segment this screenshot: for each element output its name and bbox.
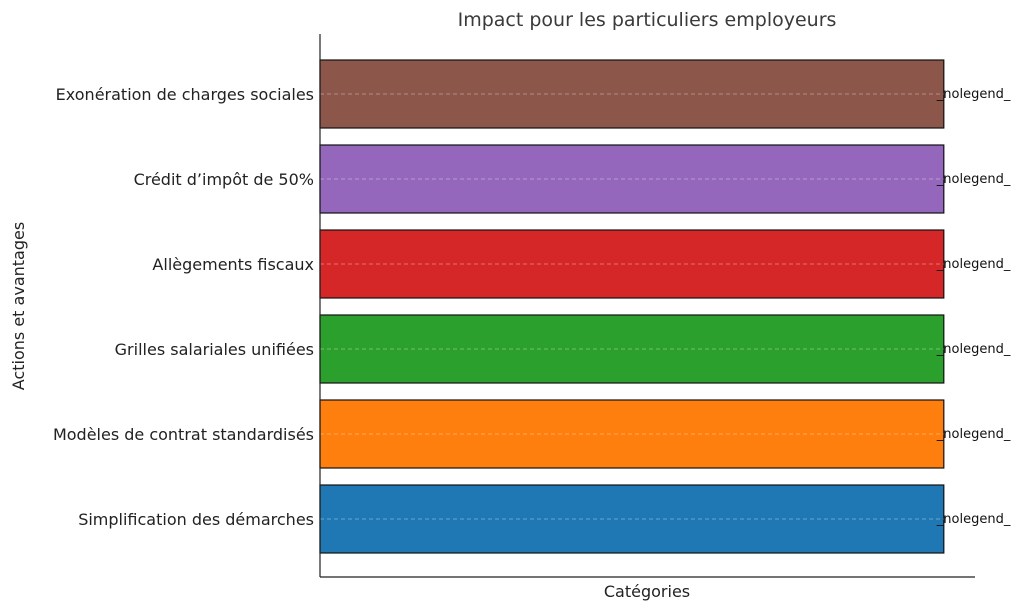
bar-data-label: _nolegend_ — [936, 512, 1011, 527]
x-axis-label: Catégories — [604, 582, 690, 601]
data-labels: _nolegend_ _nolegend_ _nolegend_ _nolegend_… — [936, 87, 1011, 527]
bar — [319, 144, 945, 214]
bar-data-label: _nolegend_ — [936, 257, 1011, 272]
bars-group — [319, 59, 945, 554]
y-axis-label: Actions et avantages — [9, 222, 28, 390]
chart-title: Impact pour les particuliers employeurs — [458, 9, 837, 31]
bar — [319, 229, 945, 299]
category-tick-label: Grilles salariales unifiées — [115, 340, 314, 359]
bar — [319, 59, 945, 129]
category-tick-label: Modèles de contrat standardisés — [53, 425, 314, 444]
bar — [319, 314, 945, 384]
category-tick-labels: Simplification des démarches Modèles de c… — [53, 85, 314, 529]
category-tick-label: Allègements fiscaux — [152, 255, 314, 274]
bar — [319, 399, 945, 469]
bar-data-label: _nolegend_ — [936, 87, 1011, 102]
category-tick-label: Simplification des démarches — [78, 510, 314, 529]
category-tick-label: Exonération de charges sociales — [56, 85, 314, 104]
category-tick-label: Crédit d’impôt de 50% — [134, 170, 314, 189]
bar — [319, 484, 945, 554]
bar-data-label: _nolegend_ — [936, 172, 1011, 187]
bar-data-label: _nolegend_ — [936, 342, 1011, 357]
bar-data-label: _nolegend_ — [936, 427, 1011, 442]
